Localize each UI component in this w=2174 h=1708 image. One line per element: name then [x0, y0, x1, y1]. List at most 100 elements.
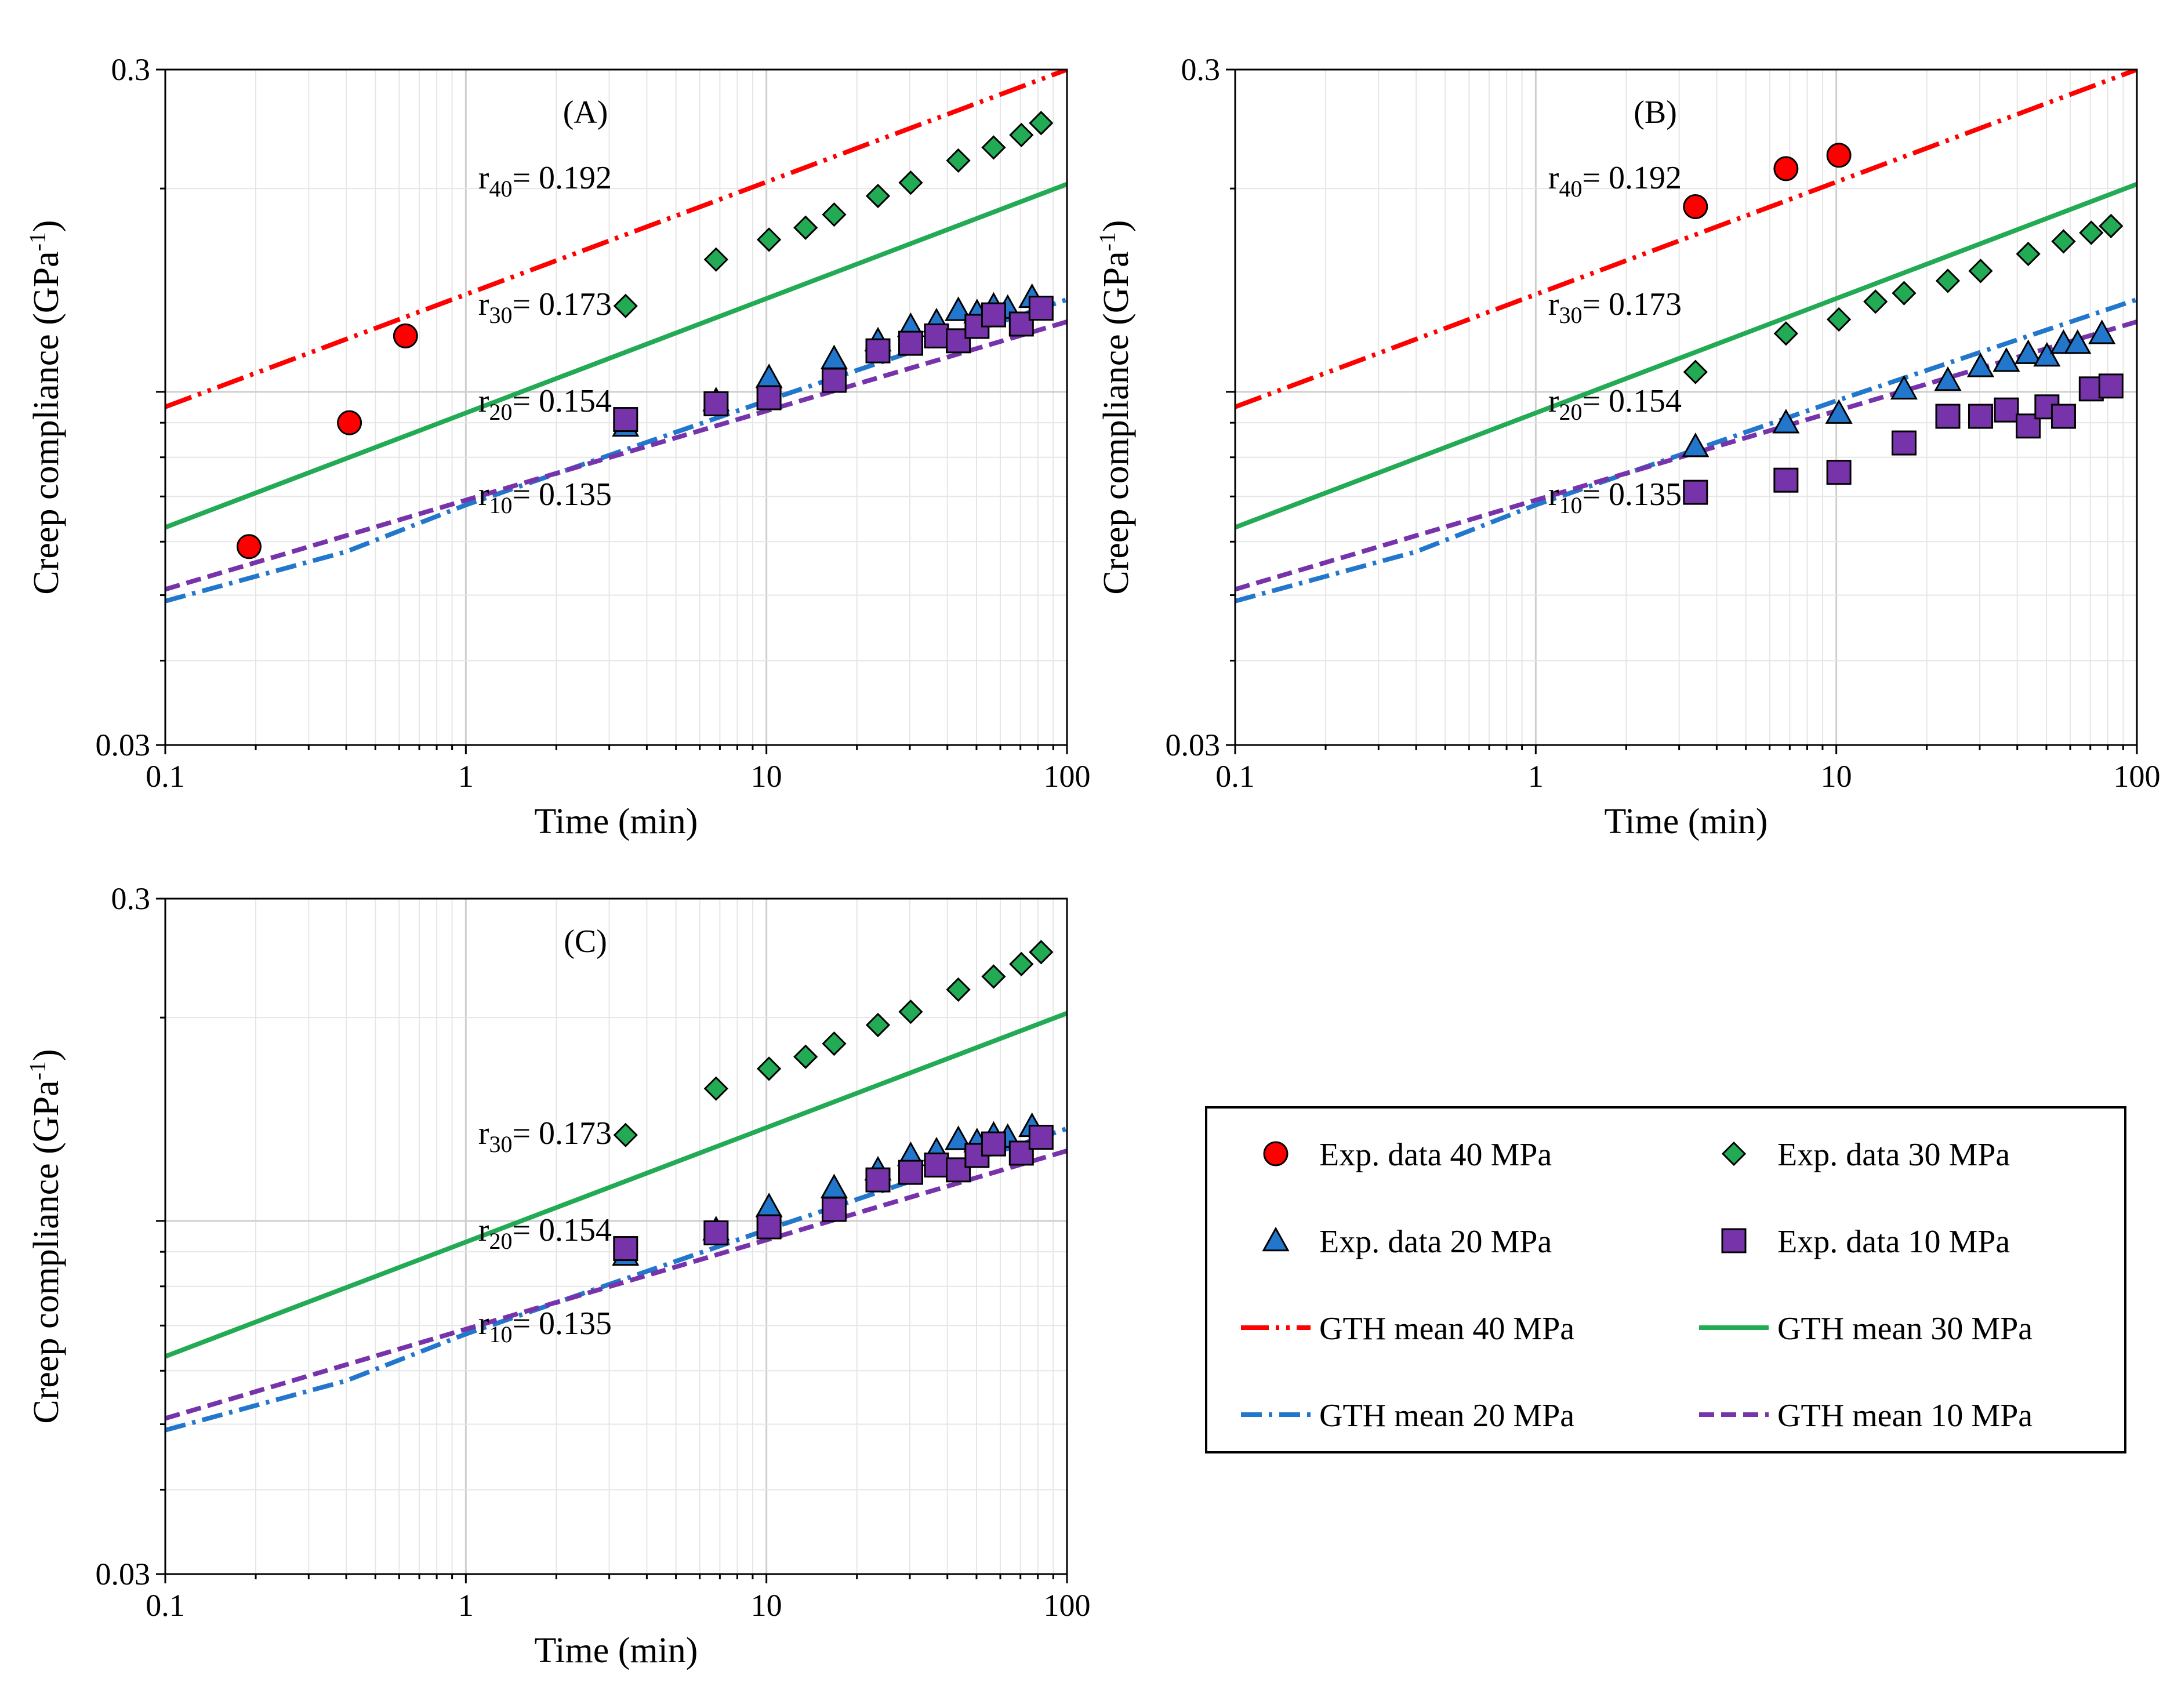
r-label-20: r20= 0.154 — [478, 1212, 612, 1254]
plot-frame — [164, 897, 1068, 1575]
r-label-30: r30= 0.173 — [478, 1115, 612, 1157]
data-point-triangle — [1825, 399, 1853, 424]
legend-item: Exp. data 10 MPa — [1721, 1224, 2010, 1260]
r-subscript: 10 — [489, 1321, 512, 1347]
r-subscript: 30 — [489, 302, 512, 328]
data-point-square — [2098, 373, 2124, 399]
data-point-circle — [1826, 143, 1852, 168]
r-subscript: 30 — [489, 1131, 512, 1157]
data-point-triangle — [1772, 409, 1800, 434]
legend-label: Exp. data 30 MPa — [1777, 1137, 2010, 1173]
data-point-square — [1968, 404, 1993, 429]
r-value: = 0.135 — [1582, 477, 1682, 513]
series-exp-data-30-mpa — [1683, 213, 2124, 384]
r-subscript: 40 — [1559, 176, 1582, 202]
data-point-diamond — [1968, 259, 1993, 284]
data-point-square — [821, 368, 847, 393]
y-axis-title-sup: -1 — [24, 1061, 50, 1080]
legend-label: Exp. data 40 MPa — [1319, 1137, 1552, 1173]
data-point-square — [821, 1197, 847, 1222]
legend-item: GTH mean 30 MPa — [1699, 1311, 2033, 1347]
r-value: = 0.192 — [1582, 160, 1682, 196]
line-gth-mean-20-mpa — [165, 1126, 1067, 1433]
data-point-square — [613, 407, 638, 433]
legend-label: Exp. data 10 MPa — [1777, 1224, 2010, 1260]
r-symbol: r — [1548, 383, 1559, 419]
data-point-triangle — [1890, 375, 1918, 400]
data-point-circle — [393, 323, 418, 348]
data-point-circle — [337, 410, 362, 435]
r-symbol: r — [1548, 160, 1559, 196]
r-symbol: r — [478, 1115, 489, 1151]
line-gth-mean-10-mpa — [165, 1149, 1067, 1421]
r-value: = 0.192 — [512, 160, 612, 196]
x-tick-label: 0.1 — [146, 1588, 185, 1623]
data-point-square — [865, 338, 891, 364]
legend-item: Exp. data 20 MPa — [1262, 1224, 1552, 1260]
axis-ticks — [1226, 68, 2138, 754]
r-value: = 0.135 — [512, 1306, 612, 1342]
line-gth-mean-20-mpa — [1235, 297, 2137, 604]
r-label-10: r10= 0.135 — [1548, 477, 1682, 518]
r-label-10: r10= 0.135 — [478, 477, 612, 518]
panel-label: (A) — [563, 95, 608, 130]
data-point-diamond — [898, 170, 923, 195]
y-tick-label: 0.3 — [111, 881, 151, 916]
r-subscript: 20 — [489, 399, 512, 425]
data-point-square — [1935, 404, 1961, 429]
line-gth-mean-30-mpa — [165, 1011, 1067, 1359]
data-point-diamond — [1863, 289, 1888, 314]
r-value: = 0.154 — [512, 383, 612, 419]
r-value: = 0.135 — [512, 477, 612, 513]
x-tick-label: 10 — [751, 1588, 782, 1623]
data-point-diamond — [946, 977, 971, 1002]
data-point-diamond — [757, 1056, 782, 1081]
x-tick-label: 100 — [1044, 759, 1091, 794]
series-exp-data-30-mpa — [613, 111, 1054, 318]
data-point-triangle — [1934, 366, 1962, 391]
data-point-square — [2050, 404, 2076, 429]
gth-lines — [165, 70, 1067, 604]
legend: Exp. data 40 MPa Exp. data 30 MPa Exp. dat… — [1205, 1106, 2126, 1453]
data-point-diamond — [981, 135, 1006, 160]
data-point-diamond — [613, 293, 638, 318]
x-axis-title: Time (min) — [1605, 802, 1768, 841]
y-axis-title-main: Creep compliance (GPa — [27, 251, 66, 594]
data-point-square — [1028, 296, 1054, 321]
data-point-diamond — [613, 1122, 638, 1147]
r-subscript: 20 — [1559, 399, 1582, 425]
legend-label: GTH mean 10 MPa — [1777, 1398, 2033, 1434]
series-exp-data-10-mpa — [1683, 373, 2124, 505]
data-point-diamond — [1773, 321, 1798, 346]
axis-ticks — [156, 68, 1068, 754]
legend-label: Exp. data 20 MPa — [1319, 1224, 1552, 1260]
data-point-diamond — [981, 964, 1006, 989]
panel-label: (C) — [564, 924, 607, 960]
legend-item: Exp. data 30 MPa — [1721, 1137, 2010, 1173]
line-gth-mean-30-mpa — [165, 181, 1067, 530]
r-label-20: r20= 0.154 — [478, 383, 612, 425]
r-value: = 0.154 — [512, 1212, 612, 1248]
data-point-square — [613, 1236, 638, 1262]
data-point-square — [898, 1160, 923, 1185]
r-value: = 0.173 — [1582, 286, 1682, 322]
x-tick-label: 10 — [1821, 759, 1852, 794]
x-axis-title: Time (min) — [535, 802, 698, 841]
data-point-square — [924, 323, 949, 348]
r-symbol: r — [478, 160, 489, 196]
r-label-20: r20= 0.154 — [1548, 383, 1682, 425]
r-symbol: r — [478, 477, 489, 513]
r-symbol: r — [478, 286, 489, 322]
data-point-diamond — [822, 202, 847, 227]
data-point-square — [756, 1214, 782, 1240]
r-value: = 0.173 — [512, 286, 612, 322]
r-subscript: 30 — [1559, 302, 1582, 328]
r-subscript: 10 — [1559, 492, 1582, 518]
legend-marker-diamond — [1721, 1141, 1747, 1166]
series-exp-data-10-mpa — [613, 1125, 1054, 1262]
y-axis-title-close: ) — [27, 1049, 66, 1061]
data-point-diamond — [1892, 281, 1917, 306]
r-symbol: r — [478, 1212, 489, 1248]
data-point-diamond — [793, 215, 818, 240]
